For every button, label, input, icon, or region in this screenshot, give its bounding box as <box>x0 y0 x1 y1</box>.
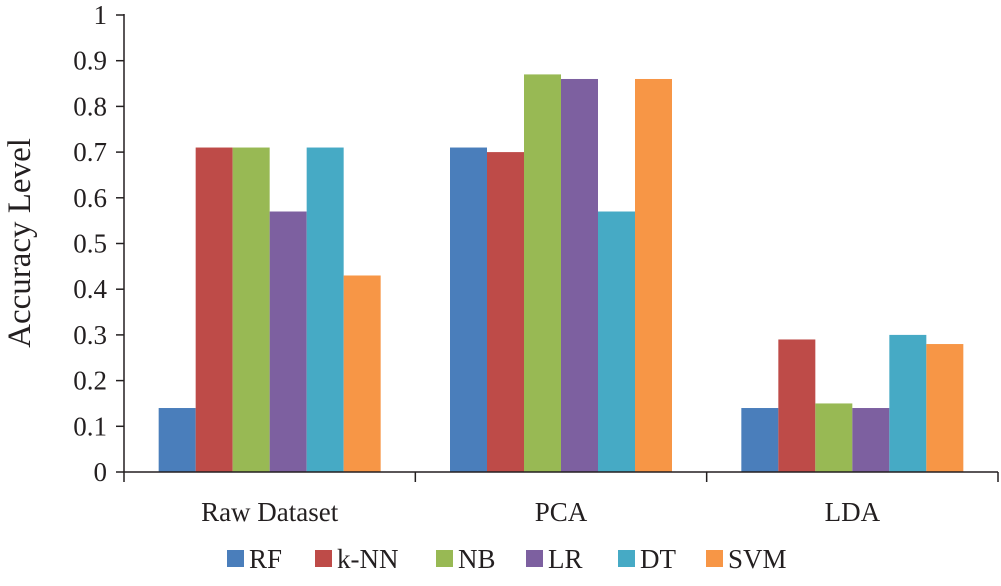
legend-swatch <box>526 550 543 567</box>
legend-swatch <box>618 550 635 567</box>
bar-k-nn-lda <box>778 339 816 472</box>
bar-dt-lda <box>889 334 927 472</box>
x-category-label: PCA <box>535 497 588 527</box>
bar-nb-pca <box>524 74 561 472</box>
bar-lr-lda <box>852 408 890 472</box>
bar-svm-lda <box>926 344 964 472</box>
bar-rf-lda <box>741 408 779 472</box>
legend-swatch <box>315 550 332 567</box>
y-tick-label: 0 <box>94 457 108 487</box>
legend: RF k-NN NB LR DT SVM <box>227 544 787 574</box>
legend-label: DT <box>640 544 676 574</box>
y-tick-label: 0.3 <box>73 320 107 350</box>
y-tick-label: 0.5 <box>73 229 107 259</box>
bar-rf-pca <box>450 147 487 472</box>
bar-nb-raw-dataset <box>232 147 270 472</box>
bar-dt-pca <box>598 211 635 472</box>
bar-lr-raw-dataset <box>269 211 307 472</box>
legend-label: NB <box>458 544 496 574</box>
y-tick-label: 0.7 <box>73 137 107 167</box>
legend-label: RF <box>249 544 282 574</box>
legend-swatch <box>706 550 723 567</box>
x-category-label: Raw Dataset <box>201 497 339 527</box>
bar-svm-pca <box>635 78 672 472</box>
y-tick-label: 0.1 <box>73 411 107 441</box>
y-tick-label: 0.8 <box>73 91 107 121</box>
bars <box>158 74 964 472</box>
bar-dt-raw-dataset <box>306 147 344 472</box>
legend-label: SVM <box>728 544 787 574</box>
bar-k-nn-raw-dataset <box>195 147 233 472</box>
bar-lr-pca <box>561 78 598 472</box>
legend-label: LR <box>548 544 583 574</box>
bar-k-nn-pca <box>487 152 524 472</box>
legend-label: k-NN <box>337 544 399 574</box>
x-axis: Raw Dataset PCA LDA <box>123 471 999 527</box>
y-tick-label: 0.6 <box>73 183 107 213</box>
x-category-label: LDA <box>825 497 881 527</box>
y-tick-label: 0.2 <box>73 366 107 396</box>
y-tick-label: 0.4 <box>73 274 107 304</box>
legend-swatch <box>436 550 453 567</box>
y-tick-label: 0.9 <box>73 46 107 76</box>
legend-swatch <box>227 550 244 567</box>
y-tick-label: 1 <box>94 0 108 30</box>
bar-nb-lda <box>815 403 853 472</box>
y-axis-title: Accuracy Level <box>2 138 38 348</box>
bar-svm-raw-dataset <box>343 275 381 472</box>
y-axis-ticks: 0 0.1 0.2 0.3 0.4 0.5 0.6 0.7 0.8 0.9 1 <box>73 0 125 487</box>
bar-rf-raw-dataset <box>158 408 196 472</box>
